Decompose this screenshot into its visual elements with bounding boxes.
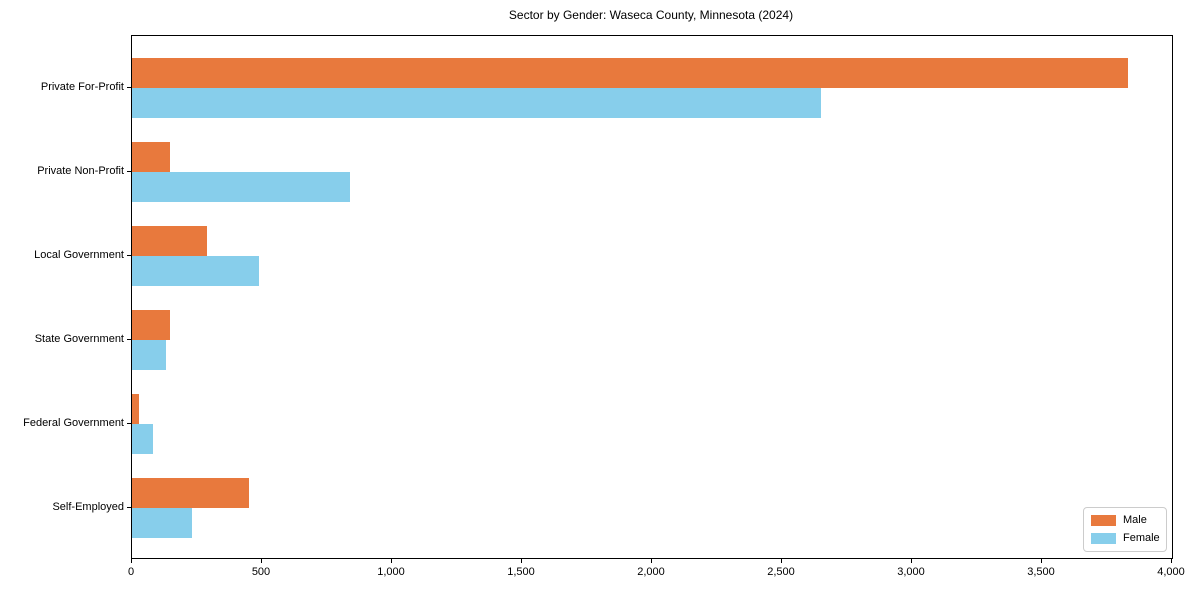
x-axis-tick [1041, 559, 1042, 563]
y-axis-category-label: Private Non-Profit [37, 165, 124, 177]
legend-item-male: Male [1091, 514, 1158, 527]
legend-swatch-male [1091, 515, 1116, 526]
bar-male-3 [132, 226, 208, 256]
bar-female-6 [132, 508, 192, 538]
bar-female-3 [132, 256, 260, 286]
bar-female-5 [132, 424, 153, 454]
y-axis-tick [127, 87, 131, 88]
x-axis-tick-label: 1,000 [377, 566, 405, 578]
y-axis-category-label: Local Government [34, 249, 124, 261]
y-axis-category-label: Self-Employed [52, 501, 124, 513]
y-axis-tick [127, 171, 131, 172]
legend: Male Female [1083, 507, 1167, 552]
bar-female-1 [132, 88, 821, 118]
legend-item-female: Female [1091, 532, 1160, 545]
x-axis-tick-label: 3,500 [1027, 566, 1055, 578]
x-axis-tick-label: 1,500 [507, 566, 535, 578]
bar-male-1 [132, 58, 1128, 88]
bar-male-5 [132, 394, 139, 424]
x-axis-tick-label: 4,000 [1157, 566, 1185, 578]
bar-female-4 [132, 340, 166, 370]
chart-title: Sector by Gender: Waseca County, Minneso… [508, 8, 794, 22]
y-axis-category-label: Federal Government [23, 417, 124, 429]
y-axis-tick [127, 339, 131, 340]
bar-male-4 [132, 310, 170, 340]
legend-label-male: Male [1123, 514, 1147, 526]
x-axis-tick-label: 3,000 [897, 566, 925, 578]
x-axis-tick [261, 559, 262, 563]
y-axis-tick [127, 507, 131, 508]
y-axis-tick [127, 423, 131, 424]
bar-male-2 [132, 142, 170, 172]
x-axis-tick [521, 559, 522, 563]
x-axis-tick [1171, 559, 1172, 563]
x-axis-tick-label: 2,500 [767, 566, 795, 578]
x-axis-tick-label: 2,000 [637, 566, 665, 578]
x-axis-tick-label: 0 [127, 566, 135, 578]
x-axis-tick [911, 559, 912, 563]
x-axis-tick [781, 559, 782, 563]
bar-male-6 [132, 478, 249, 508]
x-axis-tick [131, 559, 132, 563]
y-axis-category-label: State Government [34, 333, 124, 345]
bar-female-2 [132, 172, 351, 202]
legend-swatch-female [1091, 533, 1116, 544]
x-axis-tick [651, 559, 652, 563]
y-axis-category-label: Private For-Profit [40, 81, 124, 93]
x-axis-tick-label: 500 [251, 566, 271, 578]
plot-area [131, 35, 1173, 559]
y-axis-tick [127, 255, 131, 256]
legend-label-female: Female [1123, 532, 1160, 544]
x-axis-tick [391, 559, 392, 563]
